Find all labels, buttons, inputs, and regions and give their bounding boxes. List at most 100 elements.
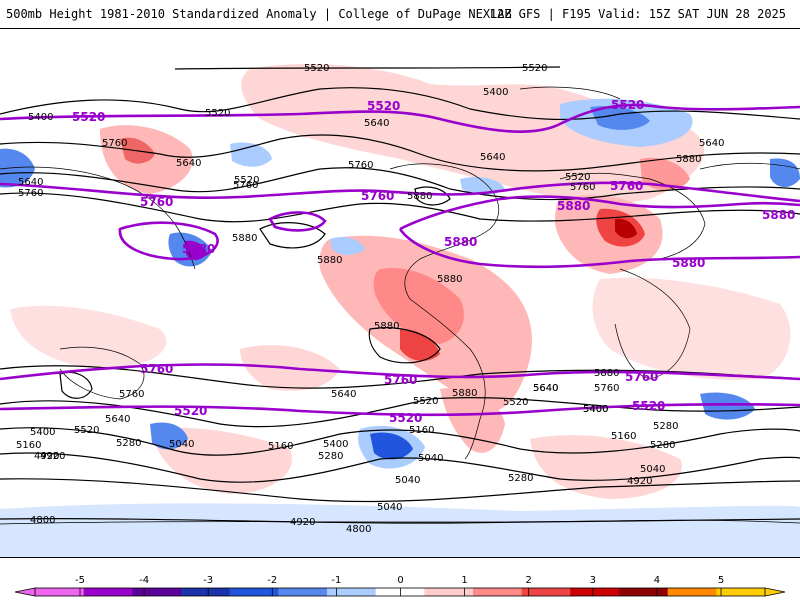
contour-label: 5280 bbox=[318, 451, 343, 462]
south-america-coast bbox=[409, 298, 486, 460]
contour-label: 5160 bbox=[409, 425, 434, 436]
key-contour-labels: 5520 5520 5520 5760 5760 5880 5880 5760 … bbox=[72, 98, 795, 425]
colorbar-swatch bbox=[570, 588, 620, 596]
contour-5880-south bbox=[398, 228, 800, 269]
contour-5880-pacific bbox=[268, 211, 327, 232]
contour-label: 5040 bbox=[377, 502, 402, 513]
key-contour-label: 5880 bbox=[672, 256, 705, 270]
contour-label: 5280 bbox=[653, 421, 678, 432]
colorbar-swatch bbox=[83, 588, 133, 596]
contour-label: 5640 bbox=[533, 383, 558, 394]
negative-anomaly-great-lakes bbox=[460, 177, 505, 195]
colorbar-tick-label: 0 bbox=[397, 575, 403, 586]
contour-label: 5760 bbox=[18, 188, 43, 199]
colorbar-swatch bbox=[667, 588, 717, 596]
contour-labels: 5520 5520 5400 5520 5640 5760 5640 5520 … bbox=[16, 63, 724, 535]
contour-5520-north bbox=[0, 103, 800, 133]
contour-label: 5760 bbox=[102, 138, 127, 149]
positive-anomaly-south-atlantic bbox=[440, 388, 505, 453]
contour-label: 5640 bbox=[480, 152, 505, 163]
contour-label: 5280 bbox=[650, 440, 675, 451]
colorbar-swatch bbox=[35, 588, 85, 596]
negative-anomaly-east-pacific bbox=[330, 237, 365, 255]
colorbar-tick-label: -5 bbox=[75, 575, 85, 586]
colorbar-swatch bbox=[278, 588, 328, 596]
colorbar-swatch bbox=[132, 588, 182, 596]
key-contour-label: 5760 bbox=[625, 370, 658, 384]
contour-closed bbox=[59, 371, 93, 399]
contour-label: 4800 bbox=[346, 524, 371, 535]
contour-label: 5880 bbox=[594, 368, 619, 379]
peak-anomaly-europe bbox=[615, 218, 637, 239]
contour-5880-north bbox=[399, 195, 800, 231]
contour-label: 5400 bbox=[483, 87, 508, 98]
key-contour-label: 5520 bbox=[632, 399, 665, 413]
contour-label: 5160 bbox=[611, 431, 636, 442]
contour-line bbox=[0, 518, 800, 524]
colorbar-tick-label: 3 bbox=[590, 575, 596, 586]
contour-label: 4920 bbox=[290, 517, 315, 528]
colorbar-tick-label: 4 bbox=[654, 575, 660, 586]
contour-label: 5640 bbox=[364, 118, 389, 129]
contour-label: 5040 bbox=[418, 453, 443, 464]
contour-label: 5640 bbox=[18, 177, 43, 188]
contour-label: 5760 bbox=[233, 180, 258, 191]
coastlines bbox=[0, 86, 800, 525]
anomaly-colorbar: -5 -4 -3 -2 -1 0 1 2 3 4 5 bbox=[0, 568, 800, 600]
contour-label: 5880 bbox=[676, 154, 701, 165]
header-bar: 500mb Height 1981-2010 Standardized Anom… bbox=[0, 0, 800, 28]
key-contour-label: 5520 bbox=[367, 99, 400, 113]
contour-closed bbox=[414, 186, 451, 206]
map-title: 500mb Height 1981-2010 Standardized Anom… bbox=[6, 7, 512, 21]
key-contour-label: 5760 bbox=[610, 179, 643, 193]
key-contour-label: 5880 bbox=[557, 199, 590, 213]
greenland-coast bbox=[519, 86, 621, 100]
negative-anomaly-east-edge bbox=[770, 158, 800, 188]
colorbar-left-arrow bbox=[14, 587, 36, 597]
australia-coast bbox=[59, 346, 145, 400]
colorbar-svg: -5 -4 -3 -2 -1 0 1 2 3 4 5 bbox=[14, 575, 786, 597]
colorbar-swatch bbox=[619, 588, 669, 596]
height-contours bbox=[0, 66, 800, 524]
model-run-info: 12Z GFS | F195 Valid: 15Z SAT JUN 28 202… bbox=[489, 7, 786, 21]
colorbar-tick-label: 5 bbox=[718, 575, 724, 586]
colorbar-swatch bbox=[473, 588, 523, 596]
contour-label: 5880 bbox=[317, 255, 342, 266]
colorbar-swatch bbox=[327, 588, 377, 596]
contour-label: 5160 bbox=[16, 440, 41, 451]
negative-anomaly-bering bbox=[230, 142, 272, 167]
contour-5760-south bbox=[0, 363, 800, 381]
contour-label: 5400 bbox=[30, 427, 55, 438]
contour-label: 5280 bbox=[508, 473, 533, 484]
key-contour-label: 5760 bbox=[140, 362, 173, 376]
negative-anomaly-west-edge bbox=[0, 148, 35, 188]
contour-label: 4920 bbox=[40, 451, 65, 462]
colorbar-tick-label: -3 bbox=[203, 575, 213, 586]
negative-anomaly-southern-west bbox=[150, 422, 188, 450]
contour-label: 5280 bbox=[116, 438, 141, 449]
contour-label: 5520 bbox=[413, 396, 438, 407]
negative-anomaly-southern-east bbox=[700, 392, 755, 420]
contour-line bbox=[0, 87, 800, 121]
contour-label: 4800 bbox=[30, 515, 55, 526]
contour-line bbox=[0, 192, 800, 223]
contour-label: 5520 bbox=[74, 425, 99, 436]
colorbar-swatch bbox=[424, 588, 474, 596]
contour-label: 5760 bbox=[570, 182, 595, 193]
contour-label: 5160 bbox=[268, 441, 293, 452]
colorbar-swatch bbox=[521, 588, 571, 596]
colorbar-right-arrow bbox=[764, 587, 786, 597]
key-contour-label: 5760 bbox=[140, 195, 173, 209]
contour-line bbox=[0, 134, 800, 172]
contour-label: 5880 bbox=[407, 191, 432, 202]
contour-label: 5880 bbox=[374, 321, 399, 332]
key-contour-label: 5520 bbox=[72, 110, 105, 124]
colorbar-swatch bbox=[716, 588, 766, 596]
north-america-coast bbox=[389, 163, 499, 300]
key-contour-label: 5520 bbox=[611, 98, 644, 112]
colorbar-tick-label: -2 bbox=[267, 575, 277, 586]
key-contour-label: 5760 bbox=[384, 373, 417, 387]
positive-anomaly-indian-ocean bbox=[530, 435, 682, 499]
contour-label: 5520 bbox=[304, 63, 329, 74]
asia-coast-west bbox=[0, 166, 196, 270]
